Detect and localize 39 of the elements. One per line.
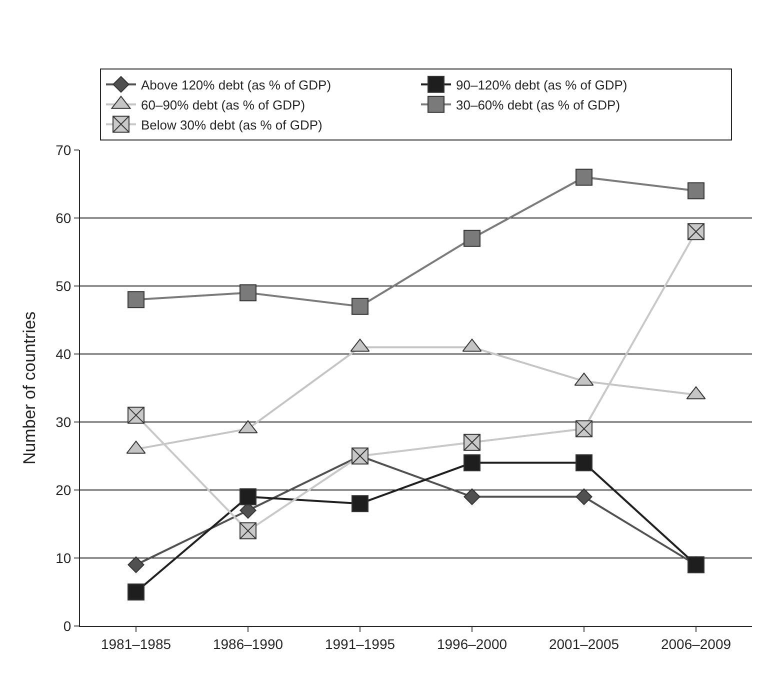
point (352, 495, 368, 512)
point (240, 522, 256, 540)
x-tick-label: 1981–1985 (100, 636, 172, 652)
legend-label: 60–90% debt (as % of GDP) (141, 97, 306, 112)
point (352, 298, 368, 315)
x-tick-label: 1991–1995 (324, 636, 396, 652)
point (128, 584, 144, 600)
y-tick-label: 0 (63, 618, 72, 634)
legend-label: Above 120% debt (as % of GDP) (141, 78, 332, 92)
x-tick-label: 2001–2005 (548, 636, 620, 652)
point (576, 488, 592, 506)
legend-label: 90–120% debt (as % of GDP) (456, 78, 628, 92)
y-tick-label: 20 (56, 482, 72, 498)
point (576, 454, 592, 472)
y-tick-label: 60 (56, 210, 72, 226)
point (576, 420, 592, 438)
point (464, 488, 480, 506)
point (464, 434, 480, 451)
point (688, 223, 704, 240)
x-tick-label: 1996–2000 (436, 636, 508, 652)
point (128, 556, 144, 574)
y-tick-label: 40 (56, 346, 72, 362)
point (128, 406, 144, 424)
legend-label: Below 30% debt (as % of GDP) (141, 117, 322, 132)
point (128, 291, 144, 308)
point (240, 488, 256, 506)
x-tick-label: 2006–2009 (660, 636, 732, 652)
x-tick-label: 1986–1990 (212, 636, 284, 652)
y-tick-label: 10 (56, 550, 72, 566)
point (240, 284, 256, 302)
point (464, 230, 480, 247)
y-tick-label: 70 (56, 142, 72, 158)
legend-label: 30–60% debt (as % of GDP) (456, 97, 620, 112)
y-axis-title: Number of countries (20, 311, 40, 465)
point (464, 454, 480, 472)
y-tick-label: 30 (56, 414, 72, 430)
y-tick-label: 50 (56, 278, 72, 294)
point (576, 168, 592, 186)
point (688, 182, 704, 200)
